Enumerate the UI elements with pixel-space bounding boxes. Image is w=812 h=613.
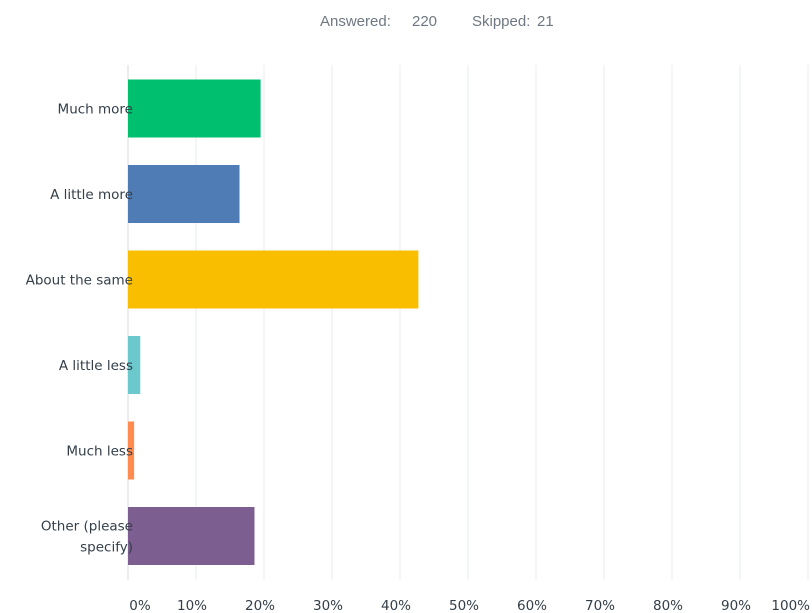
answered-label: Answered: [320,13,391,30]
x-tick-label: 90% [721,598,751,613]
bar[interactable] [128,79,261,138]
category-label: A little less [59,358,133,374]
skipped-label: Skipped: [472,13,530,30]
x-axis-tick-labels: 0% 10% 20% 30% 40% 50% 60% 70% 80% 90% 100% [129,598,810,613]
x-tick-label: 100% [771,598,810,613]
x-tick-label: 60% [517,598,547,613]
bar[interactable] [128,336,141,394]
x-tick-label: 0% [129,598,151,613]
x-tick-label: 20% [245,598,275,613]
answered-count: 220 [412,13,437,30]
x-tick-label: 30% [313,598,343,613]
category-label: Other (please [41,519,133,535]
bar[interactable] [128,507,255,565]
category-label: Much less [66,444,133,460]
bars [128,79,419,565]
skipped-count: 21 [537,13,554,30]
bar[interactable] [128,421,135,480]
bar[interactable] [128,165,240,223]
category-label: About the same [26,273,133,289]
category-label: A little more [50,187,133,203]
category-label: specify) [80,540,133,556]
x-tick-label: 10% [177,598,207,613]
x-tick-label: 80% [653,598,683,613]
category-label: Much more [58,102,133,118]
x-tick-label: 50% [449,598,479,613]
response-summary: Answered: 220 Skipped: 21 [320,13,554,30]
category-labels: Much more A little more About the same A li… [26,102,133,556]
bar[interactable] [128,250,419,309]
grid-lines [127,65,809,580]
x-tick-label: 40% [381,598,411,613]
x-tick-label: 70% [585,598,615,613]
